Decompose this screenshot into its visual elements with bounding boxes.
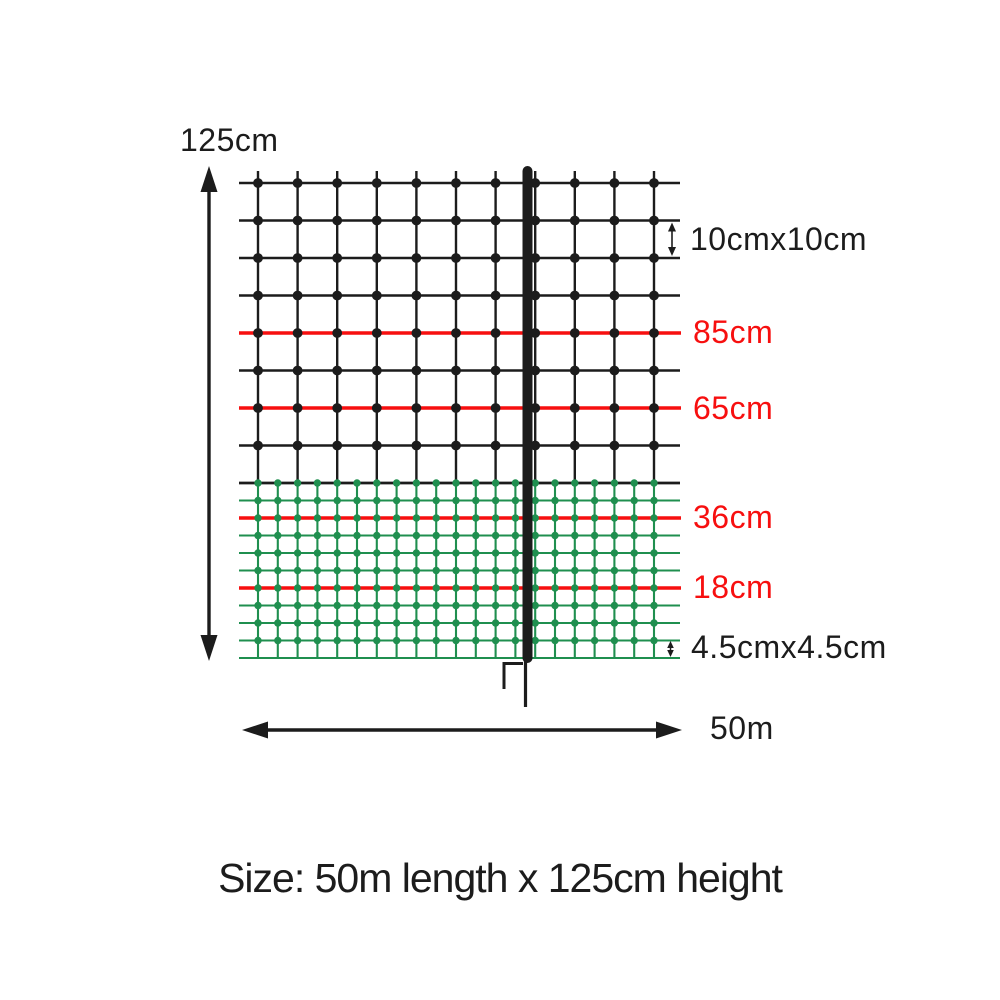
upper-mesh-knots [253,178,659,451]
lower-mesh-knots [254,479,658,645]
total-height-label: 125cm [180,122,279,158]
fence-post [502,166,533,707]
strand-65cm-label: 65cm [693,390,774,426]
strand-18cm-label: 18cm [693,569,774,605]
strand-36cm-label: 36cm [693,499,774,535]
total-length-label: 50m [710,710,774,746]
strand-85cm-label: 85cm [693,314,774,350]
size-caption: Size: 50m length x 125cm height [218,855,783,901]
electric-strands-lower [239,516,681,590]
upper-cell-size-label: 10cmx10cm [690,221,867,257]
lower-cell-size-label: 4.5cmx4.5cm [691,629,887,665]
dimension-arrows [200,166,682,739]
